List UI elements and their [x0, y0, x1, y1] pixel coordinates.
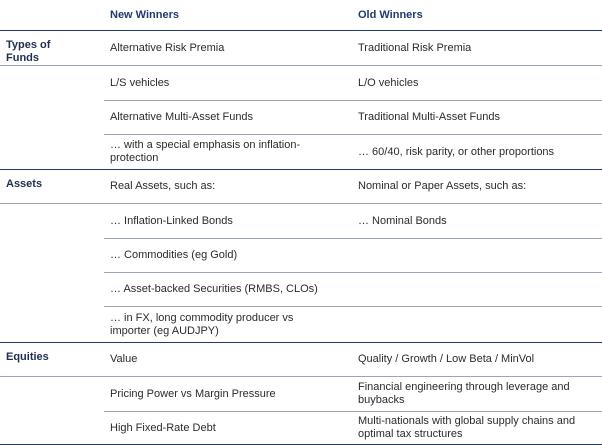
- header-empty: [0, 0, 104, 31]
- old-winner-cell: [352, 272, 602, 307]
- header-row: New Winners Old Winners: [0, 0, 602, 31]
- section-spacer: [0, 101, 104, 135]
- table-row: … with a special emphasis on inflation-p…: [0, 134, 602, 170]
- table-row: … Commodities (eg Gold): [0, 238, 602, 273]
- old-winner-cell: [352, 238, 602, 273]
- new-winner-cell: Value: [104, 342, 352, 377]
- new-winner-cell: … Inflation-Linked Bonds: [104, 203, 352, 239]
- section-spacer: [0, 239, 104, 273]
- old-winner-cell: L/O vehicles: [352, 65, 602, 101]
- new-winner-cell: Alternative Multi-Asset Funds: [104, 100, 352, 135]
- table-row: Alternative Multi-Asset Funds Traditional…: [0, 100, 602, 135]
- old-winner-cell: Traditional Risk Premia: [352, 30, 602, 66]
- new-winner-cell: L/S vehicles: [104, 65, 352, 101]
- old-winner-cell: … Nominal Bonds: [352, 203, 602, 239]
- section-spacer: [0, 306, 104, 343]
- new-winner-cell: … in FX, long commodity producer vs impo…: [104, 306, 352, 343]
- table-row: … Asset-backed Securities (RMBS, CLOs): [0, 272, 602, 307]
- section-label: Types of Funds: [0, 30, 104, 66]
- new-winner-cell: Alternative Risk Premia: [104, 30, 352, 66]
- new-winner-cell: Pricing Power vs Margin Pressure: [104, 376, 352, 412]
- table-row: Assets Real Assets, such as: Nominal or Pa…: [0, 169, 602, 204]
- section-spacer: [0, 66, 104, 101]
- old-winner-cell: Multi-nationals with global supply chain…: [352, 411, 602, 445]
- table-row: … Inflation-Linked Bonds… Nominal Bonds: [0, 203, 602, 239]
- old-winner-cell: Financial engineering through leverage a…: [352, 376, 602, 412]
- old-winner-cell: Nominal or Paper Assets, such as:: [352, 169, 602, 204]
- table-row: Pricing Power vs Margin Pressure Financia…: [0, 376, 602, 412]
- section-spacer: [0, 204, 104, 239]
- table-row: High Fixed-Rate Debt Multi-nationals with…: [0, 411, 602, 445]
- new-winner-cell: Real Assets, such as:: [104, 169, 352, 204]
- section-spacer: [0, 377, 104, 412]
- old-winner-cell: Quality / Growth / Low Beta / MinVol: [352, 342, 602, 377]
- new-winner-cell: … Commodities (eg Gold): [104, 238, 352, 273]
- column-header: Old Winners: [352, 0, 602, 31]
- old-winner-cell: Traditional Multi-Asset Funds: [352, 100, 602, 135]
- new-winner-cell: … Asset-backed Securities (RMBS, CLOs): [104, 272, 352, 307]
- section-label: Assets: [0, 169, 104, 204]
- section-spacer: [0, 273, 104, 307]
- table-row: … in FX, long commodity producer vs impo…: [0, 306, 602, 343]
- section-spacer: [0, 134, 104, 170]
- table-row: Equities Value Quality / Growth / Low Beta…: [0, 342, 602, 377]
- table-body: Types of Funds Alternative Risk Premia Tra…: [0, 30, 602, 445]
- section-spacer: [0, 411, 104, 445]
- old-winner-cell: … 60/40, risk parity, or other proportio…: [352, 134, 602, 170]
- old-winner-cell: [352, 306, 602, 343]
- new-winner-cell: … with a special emphasis on inflation-p…: [104, 134, 352, 170]
- table-row: L/S vehicles L/O vehicles: [0, 65, 602, 101]
- section-label: Equities: [0, 342, 104, 377]
- new-winner-cell: High Fixed-Rate Debt: [104, 411, 352, 445]
- table-row: Types of Funds Alternative Risk Premia Tra…: [0, 30, 602, 66]
- column-header: New Winners: [104, 0, 352, 31]
